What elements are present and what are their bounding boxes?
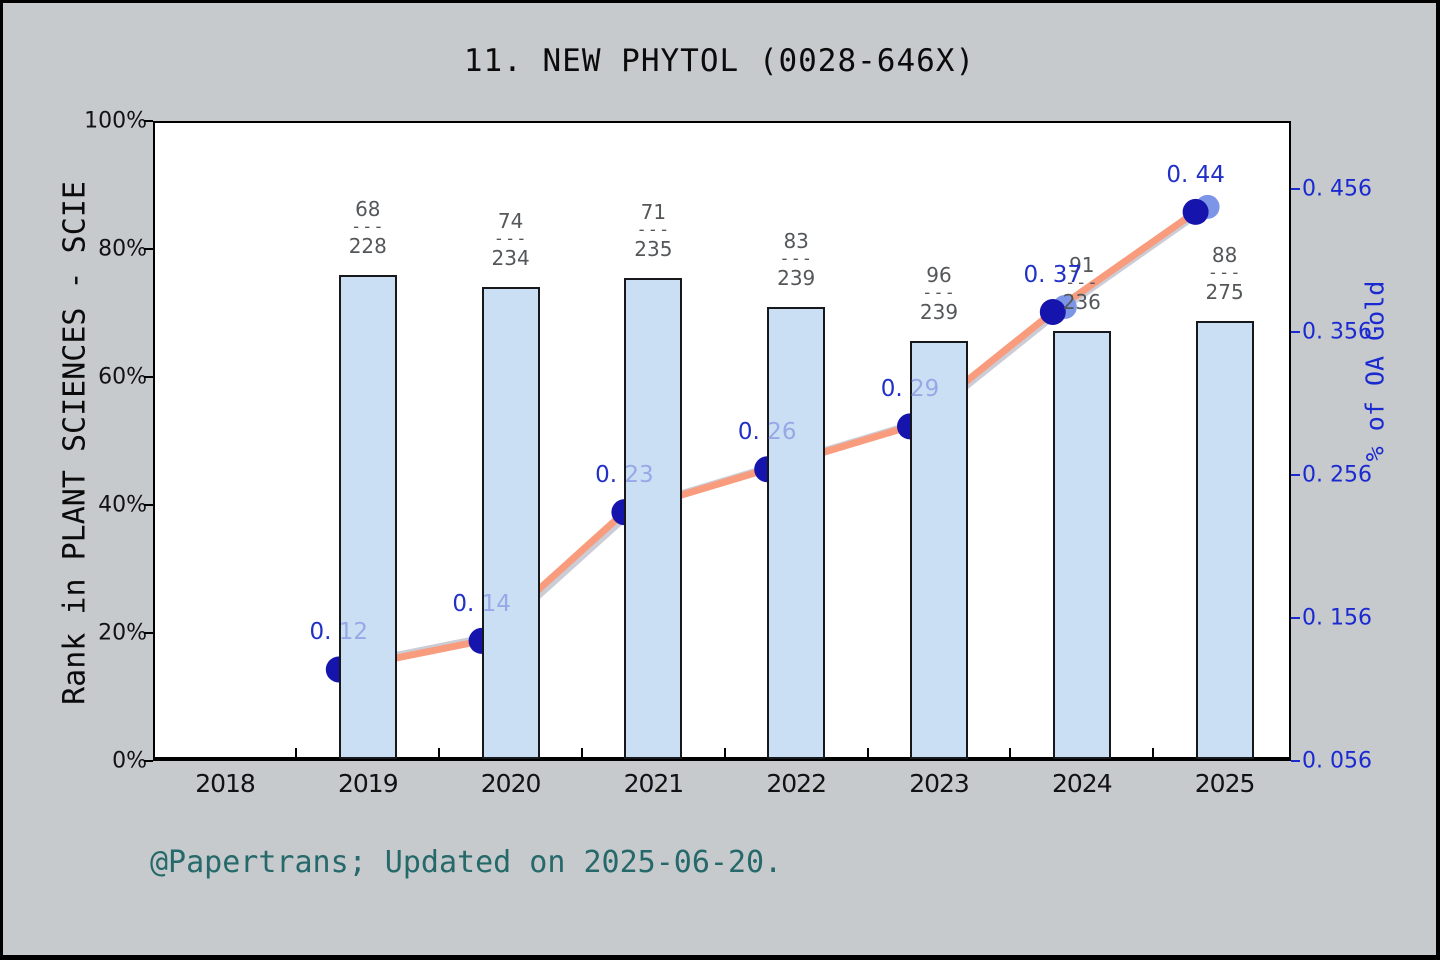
oa-gold-value-label: 0. 26 <box>738 419 797 445</box>
rank-fraction-divider: --- <box>493 229 528 250</box>
x-axis-year-label: 2020 <box>480 769 542 798</box>
left-axis-tick-label: 40% <box>98 492 147 518</box>
oa-gold-value-digits: 12 <box>331 619 369 646</box>
rank-denominator: 235 <box>634 236 673 261</box>
plot-area <box>153 121 1291 761</box>
rank-fraction-divider: --- <box>779 248 814 269</box>
right-axis-tick-label: 0. 156 <box>1302 605 1372 631</box>
oa-gold-value-label: 0. 29 <box>881 376 940 402</box>
left-axis-tick-label: 60% <box>98 364 147 390</box>
rank-numerator: 83 <box>783 228 809 253</box>
rank-fraction-divider: --- <box>636 219 671 240</box>
rank-bar <box>624 277 683 759</box>
rank-bar <box>338 274 397 759</box>
rank-fraction-label: 91 --- 236 <box>1063 253 1101 314</box>
oa-gold-value-digits: 37 <box>1045 261 1083 288</box>
left-axis-tick-mark <box>144 248 153 250</box>
x-axis-minor-tick <box>1152 748 1155 757</box>
rank-denominator: 236 <box>1062 289 1101 314</box>
oa-gold-value-digits: 23 <box>617 462 654 489</box>
oa-gold-value-prefix: 0. <box>595 462 618 489</box>
rank-fraction-divider: --- <box>922 283 956 304</box>
x-axis-minor-tick <box>438 748 441 757</box>
right-axis-tick-label: 0. 256 <box>1302 462 1372 488</box>
rank-fraction-divider: --- <box>1207 263 1242 284</box>
left-axis-tick-label: 20% <box>98 620 147 646</box>
oa-gold-value-label: 0. 14 <box>452 591 511 617</box>
rank-numerator: 91 <box>1069 252 1095 277</box>
oa-gold-value-prefix: 0. <box>737 419 760 446</box>
x-axis-year-label: 2018 <box>195 769 256 798</box>
x-axis-year-label: 2025 <box>1194 769 1256 798</box>
x-axis-minor-tick <box>723 748 726 757</box>
rank-numerator: 88 <box>1211 243 1238 268</box>
oa-gold-value-prefix: 0. <box>309 619 332 646</box>
x-axis-minor-tick <box>581 748 583 757</box>
oa-gold-value-label: 0. 44 <box>1166 162 1225 188</box>
oa-gold-value-prefix: 0. <box>1023 261 1046 288</box>
right-axis-tick-mark <box>1291 188 1300 190</box>
rank-fraction-label: 88 --- 275 <box>1206 243 1244 304</box>
right-axis-tick-label: 0. 056 <box>1302 748 1372 774</box>
right-axis-tick-mark <box>1291 617 1300 619</box>
left-axis-tick-label: 0% <box>112 748 147 774</box>
rank-bar <box>481 287 540 759</box>
rank-fraction-divider: --- <box>1064 272 1099 293</box>
x-axis-minor-tick <box>866 748 869 757</box>
oa-gold-value-label: 0. 37 <box>1024 262 1083 288</box>
left-axis-tick-label: 80% <box>98 236 147 262</box>
right-axis-tick-label: 0. 356 <box>1302 319 1372 345</box>
right-axis-tick-mark <box>1291 331 1300 333</box>
x-axis-year-label: 2019 <box>337 769 399 798</box>
right-axis-tick-mark <box>1291 474 1300 476</box>
rank-bar <box>1052 330 1111 759</box>
x-axis-year-label: 2021 <box>623 769 685 798</box>
rank-fraction-label: 83 --- 239 <box>777 229 815 290</box>
right-axis-tick-label: 0. 456 <box>1302 176 1372 202</box>
x-axis-minor-tick <box>1009 748 1012 757</box>
oa-gold-value-digits: 29 <box>902 376 940 403</box>
rank-numerator: 71 <box>640 199 667 224</box>
rank-denominator: 239 <box>777 265 816 290</box>
right-axis-title: % of OA Gold <box>1360 280 1390 462</box>
rank-denominator: 234 <box>491 246 530 271</box>
oa-gold-value-prefix: 0. <box>452 590 475 617</box>
rank-fraction-label: 71 --- 235 <box>634 200 672 261</box>
rank-numerator: 96 <box>926 263 952 288</box>
chart-title: 11. NEW PHYTOL (0028-646X) <box>463 43 976 79</box>
oa-gold-value-label: 0. 23 <box>595 462 654 488</box>
left-axis-title: Rank in PLANT SCIENCES - SCIE <box>57 181 93 705</box>
rank-fraction-label: 74 --- 234 <box>492 209 530 270</box>
left-axis-tick-mark <box>144 504 153 506</box>
oa-gold-value-prefix: 0. <box>1166 161 1189 188</box>
footer-credit: @Papertrans; Updated on 2025-06-20. <box>150 845 783 880</box>
left-axis-tick-mark <box>144 760 153 762</box>
rank-bar <box>1195 321 1254 759</box>
x-axis-minor-tick <box>295 748 298 757</box>
rank-fraction-divider: --- <box>350 216 385 237</box>
x-axis-year-label: 2022 <box>766 769 827 798</box>
rank-fraction-label: 68 --- 228 <box>349 197 387 258</box>
rank-bar <box>767 306 826 759</box>
rank-denominator: 275 <box>1205 280 1244 305</box>
left-axis-tick-label: 100% <box>84 108 147 134</box>
rank-numerator: 68 <box>355 196 381 221</box>
left-axis-tick-mark <box>144 376 153 378</box>
rank-denominator: 239 <box>919 300 959 325</box>
left-axis-tick-mark <box>144 120 153 122</box>
oa-gold-value-digits: 44 <box>1188 161 1225 188</box>
x-axis-year-label: 2023 <box>909 769 970 798</box>
oa-gold-value-prefix: 0. <box>880 376 903 403</box>
oa-gold-value-label: 0. 12 <box>310 619 369 645</box>
rank-numerator: 74 <box>497 209 524 234</box>
right-axis-tick-mark <box>1291 760 1300 762</box>
x-axis-year-label: 2024 <box>1051 769 1113 798</box>
rank-bar <box>910 341 968 759</box>
oa-gold-value-digits: 14 <box>474 590 511 617</box>
left-axis-tick-mark <box>144 632 153 634</box>
rank-denominator: 228 <box>348 233 387 258</box>
oa-gold-value-digits: 26 <box>759 419 797 446</box>
rank-fraction-label: 96 --- 239 <box>920 263 958 324</box>
